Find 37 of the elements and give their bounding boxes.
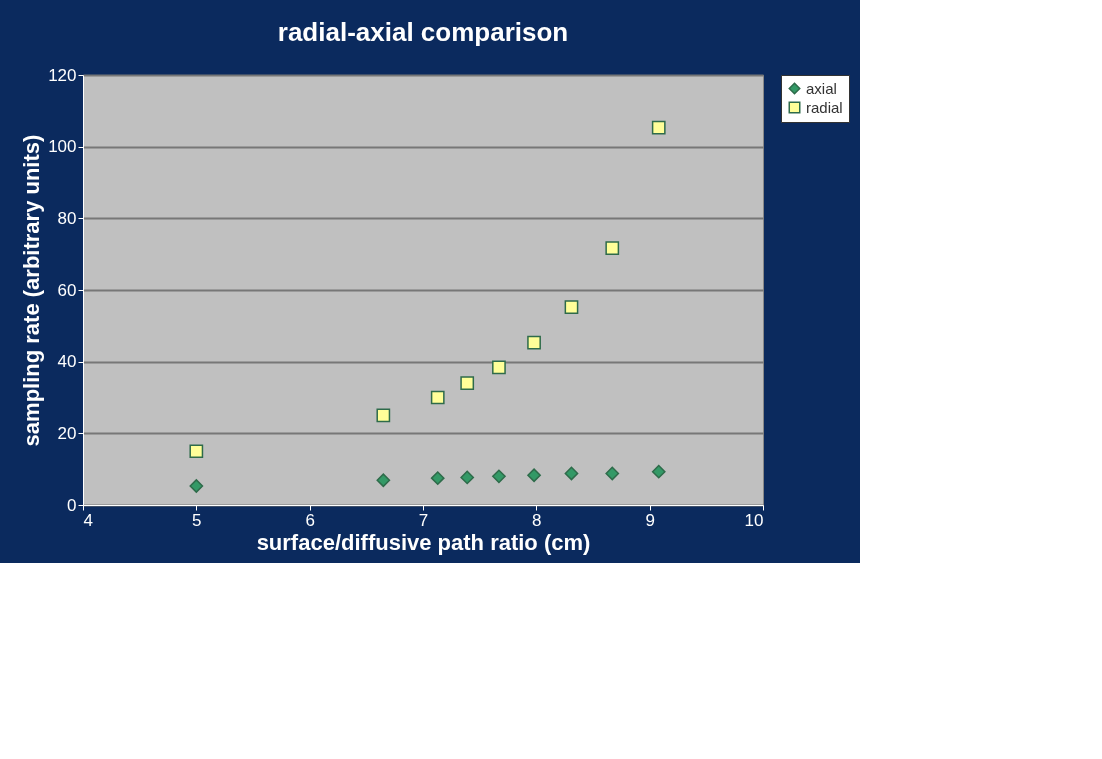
point <box>430 390 445 405</box>
point <box>651 120 666 135</box>
y-tick-label: 100 <box>48 137 77 157</box>
x-tick-label: 9 <box>645 510 655 530</box>
y-tick-label: 120 <box>48 65 77 85</box>
y-tick-label: 40 <box>57 352 77 372</box>
x-tick-label: 6 <box>305 510 315 530</box>
point <box>564 300 579 315</box>
y-tick-label: 60 <box>57 280 77 300</box>
point <box>460 470 475 485</box>
point <box>376 408 391 423</box>
x-tick-label: 8 <box>532 510 542 530</box>
point <box>527 335 541 350</box>
point <box>605 466 620 481</box>
chart-title: radial-axial comparison <box>277 17 569 47</box>
y-tick-label: 80 <box>57 208 77 228</box>
x-tick-label: 5 <box>192 510 202 530</box>
point <box>460 376 475 391</box>
y-axis-title: sampling rate (arbitrary units) <box>19 134 45 447</box>
point <box>527 468 541 483</box>
legend-label: axial <box>806 79 837 97</box>
point <box>564 466 579 481</box>
point <box>376 473 391 488</box>
x-tick-label: 10 <box>744 510 764 530</box>
point <box>651 464 666 479</box>
y-tick-label: 0 <box>67 495 77 515</box>
y-tick-label: 20 <box>57 423 77 443</box>
point <box>492 469 506 484</box>
point <box>189 479 204 493</box>
point <box>189 444 204 459</box>
x-tick-label: 7 <box>418 510 429 530</box>
point <box>430 471 445 485</box>
point <box>492 360 506 375</box>
x-tick-label: 4 <box>83 510 93 530</box>
x-axis-title: surface/diffusive path ratio (cm) <box>256 529 591 555</box>
point <box>605 241 620 255</box>
legend-label: radial <box>806 98 843 116</box>
